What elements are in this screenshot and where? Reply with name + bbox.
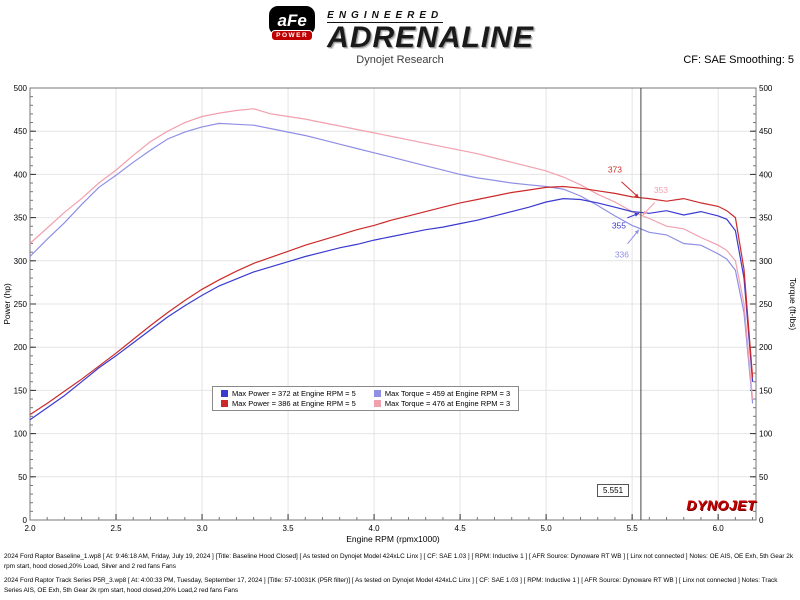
y-tick-label-left: 0 — [23, 516, 28, 525]
x-tick-label: 4.5 — [455, 524, 467, 533]
y-tick-label-left: 450 — [14, 127, 28, 136]
x-tick-label: 5.0 — [541, 524, 553, 533]
x-tick-label: 2.0 — [24, 524, 36, 533]
y-tick-label-right: 400 — [759, 170, 773, 179]
curve-baseline-torque — [29, 122, 754, 404]
y-tick-label-left: 50 — [18, 473, 27, 482]
y-tick-label-left: 250 — [14, 300, 28, 309]
y-tick-label-right: 450 — [759, 127, 773, 136]
x-tick-label: 3.5 — [282, 524, 294, 533]
adrenaline-text: ADRENALINE — [327, 21, 534, 54]
legend-item: Max Torque = 459 at Engine RPM = 3 — [373, 389, 511, 398]
x-tick-label: 3.0 — [196, 524, 208, 533]
annotation-arrowhead — [642, 210, 648, 215]
legend-swatch — [221, 400, 228, 407]
legend-swatch — [221, 390, 228, 397]
y-tick-label-left: 300 — [14, 257, 28, 266]
y-tick-label-left: 400 — [14, 170, 28, 179]
title-row: Dynojet Research CF: SAE Smoothing: 5 — [0, 54, 800, 70]
dyno-chart-section: 2.0 2.5 3.0 3.5 4.0 4.5 5.0 5.5 6.0 0 0 50 50 100 100 1… — [0, 78, 800, 548]
header: aFe POWER ENGINEERED ADRENALINE Dynojet … — [0, 0, 800, 78]
legend-label: Max Torque = 476 at Engine RPM = 3 — [384, 399, 511, 408]
annotation-373: 373 — [608, 165, 622, 175]
run-info-track: 2024 Ford Raptor Track Series P5R_3.wp8 … — [4, 576, 778, 594]
chart-title: Dynojet Research — [356, 54, 444, 66]
y-tick-label-right: 0 — [759, 516, 764, 525]
y-tick-label-left: 500 — [14, 84, 28, 93]
engineered-text: ENGINEERED — [327, 10, 444, 23]
legend-item: Max Torque = 476 at Engine RPM = 3 — [373, 399, 511, 408]
annotation-arrowhead — [634, 193, 639, 198]
y-tick-label-right: 200 — [759, 343, 773, 352]
brand-wordmark: ENGINEERED ADRENALINE — [327, 6, 534, 53]
legend-label: Max Torque = 459 at Engine RPM = 3 — [384, 389, 511, 398]
y-tick-label-right: 250 — [759, 300, 773, 309]
legend-swatch — [373, 400, 381, 407]
legend-label: Max Power = 372 at Engine RPM = 5 — [232, 389, 356, 398]
y-tick-label-right: 350 — [759, 214, 773, 223]
annotation-336: 336 — [615, 250, 629, 260]
y-tick-label-right: 500 — [759, 84, 773, 93]
chart-legend: Max Power = 372 at Engine RPM = 5 Max Tor… — [212, 386, 520, 411]
x-tick-label: 4.0 — [369, 524, 381, 533]
y-tick-label-right: 300 — [759, 257, 773, 266]
y-tick-label-right: 150 — [759, 386, 773, 395]
x-tick-label: 2.5 — [110, 524, 122, 533]
annotation-355: 355 — [612, 220, 626, 230]
legend-label: Max Power = 386 at Engine RPM = 5 — [232, 399, 356, 408]
curve-track-power — [29, 185, 754, 416]
y-tick-label-left: 350 — [14, 214, 28, 223]
y-tick-label-right: 100 — [759, 430, 773, 439]
plot-border — [29, 87, 757, 521]
cf-smoothing-label: CF: SAE Smoothing: 5 — [683, 54, 794, 66]
dynojet-watermark: DYNOJET — [686, 497, 756, 513]
run-info-baseline: 2024 Ford Raptor Baseline_1.wp8 [ At: 9:… — [4, 553, 794, 571]
dyno-chart: 2.0 2.5 3.0 3.5 4.0 4.5 5.0 5.5 6.0 0 0 50 50 100 100 1… — [2, 84, 798, 544]
annotation-arrowhead — [634, 213, 639, 217]
curve-track-torque — [29, 108, 754, 400]
y-axis-label-left: Power (hp) — [2, 283, 12, 325]
run-info-footer: 2024 Ford Raptor Baseline_1.wp8 [ At: 9:… — [0, 548, 800, 596]
y-axis-label-right: Torque (ft-lbs) — [788, 278, 798, 331]
legend-item: Max Power = 372 at Engine RPM = 5 — [221, 389, 356, 398]
annotation-353: 353 — [654, 185, 668, 195]
brand-logo: aFe POWER ENGINEERED ADRENALINE — [0, 0, 800, 53]
annotation-arrowhead — [634, 229, 639, 235]
curve-baseline-power — [29, 197, 754, 421]
x-axis-label: Engine RPM (rpmx1000) — [346, 534, 440, 544]
y-tick-label-left: 200 — [14, 343, 28, 352]
cursor-rpm-value[interactable]: 5.551 — [597, 484, 630, 497]
y-tick-label-right: 50 — [759, 473, 768, 482]
x-tick-label: 5.5 — [627, 524, 639, 533]
legend-item: Max Power = 386 at Engine RPM = 5 — [221, 399, 356, 408]
y-tick-label-left: 100 — [14, 430, 28, 439]
legend-swatch — [373, 390, 381, 397]
x-tick-label: 6.0 — [713, 524, 725, 533]
afe-power-banner: POWER — [271, 30, 314, 41]
y-tick-label-left: 150 — [14, 386, 28, 395]
afe-logo: aFe POWER — [266, 6, 318, 41]
